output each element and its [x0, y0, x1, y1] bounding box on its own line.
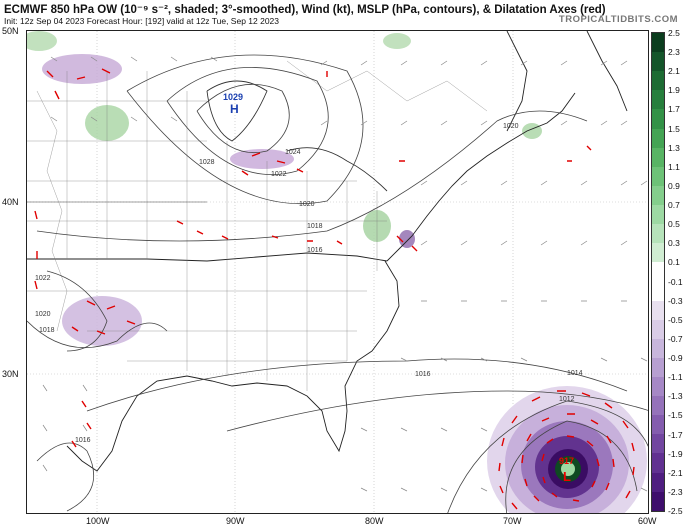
- colorbar-segment: [652, 319, 664, 339]
- map-canvas: [27, 31, 648, 513]
- isobar-label: 1024: [285, 149, 301, 156]
- colorbar-tick-label: -2.3: [668, 486, 683, 497]
- lat-label-30n: 30N: [2, 369, 19, 379]
- colorbar-tick-label: 0.3: [668, 238, 680, 249]
- colorbar-segment: [652, 147, 664, 167]
- init-valid-line: Init: 12z Sep 04 2023 Forecast Hour: [19…: [4, 16, 280, 26]
- isobar-label: 1022: [271, 171, 287, 178]
- colorbar-segment: [652, 204, 664, 225]
- colorbar-segment: [652, 338, 664, 358]
- wind-barbs: [42, 56, 648, 492]
- lon-label-80w: 80W: [365, 516, 384, 526]
- isobar-label: 1016: [307, 247, 323, 254]
- isobars: [27, 54, 648, 513]
- colorbar-tick-label: 2.1: [668, 66, 680, 77]
- colorbar-segment: [652, 491, 664, 511]
- colorbar-segment: [652, 224, 664, 244]
- colorbar-tick-label: -0.7: [668, 333, 683, 344]
- isobar-label: 1020: [299, 201, 315, 208]
- colorbar-segment: [652, 185, 664, 205]
- colorbar-tick-label: 2.5: [668, 28, 680, 38]
- colorbar-tick-label: -1.9: [668, 448, 683, 459]
- high-pressure-icon: H: [230, 102, 239, 116]
- ow-shading: [27, 31, 647, 513]
- colorbar-tick-label: 0.7: [668, 200, 680, 211]
- colorbar-tick-label: -1.5: [668, 410, 683, 421]
- colorbar-tick-label: -0.9: [668, 353, 683, 364]
- colorbar: [651, 32, 665, 512]
- colorbar-segment: [652, 109, 664, 129]
- isobar-label: 1014: [567, 370, 583, 377]
- colorbar-tick-label: 1.7: [668, 104, 680, 115]
- lat-label-50n: 50N: [2, 26, 19, 36]
- colorbar-segment: [652, 396, 664, 416]
- colorbar-tick-label: 1.9: [668, 85, 680, 96]
- colorbar-segment: [652, 128, 664, 148]
- weather-map: 1029 H 917 L 1028 1024 1022 1020 1020 10…: [26, 30, 649, 514]
- colorbar-tick-label: 0.5: [668, 219, 680, 230]
- isobar-label: 1018: [39, 327, 55, 334]
- isobar-label: 1028: [199, 159, 215, 166]
- isobar-label: 1016: [75, 437, 91, 444]
- site-credit: TROPICALTIDBITS.COM: [558, 14, 678, 25]
- colorbar-segment: [652, 472, 664, 492]
- colorbar-segment: [652, 281, 664, 301]
- isobar-label: 1012: [559, 396, 575, 403]
- colorbar-segment: [652, 376, 664, 397]
- colorbar-segment: [652, 262, 664, 282]
- map-title: ECMWF 850 hPa OW (10⁻⁹ s⁻², shaded; 3°-s…: [4, 4, 606, 16]
- isobar-label: 1016: [415, 371, 431, 378]
- colorbar-tick-label: -2.5: [668, 506, 683, 516]
- colorbar-tick-label: 1.3: [668, 142, 680, 153]
- colorbar-tick-label: 0.1: [668, 257, 680, 268]
- lon-label-90w: 90W: [226, 516, 245, 526]
- isobar-label: 1020: [35, 311, 51, 318]
- colorbar-tick-label: -1.1: [668, 372, 683, 383]
- colorbar-tick-label: -0.1: [668, 276, 683, 287]
- dilatation-axes: [34, 68, 635, 510]
- isobar-label: 1022: [35, 275, 51, 282]
- colorbar-segment: [652, 33, 664, 53]
- lon-label-100w: 100W: [86, 516, 110, 526]
- colorbar-segment: [652, 90, 664, 110]
- colorbar-tick-label: 1.1: [668, 161, 680, 172]
- county-lines: [27, 60, 488, 391]
- lon-label-70w: 70W: [503, 516, 522, 526]
- colorbar-tick-label: -2.1: [668, 467, 683, 478]
- colorbar-segment: [652, 71, 664, 91]
- colorbar-tick-label: -1.7: [668, 429, 683, 440]
- colorbar-segment: [652, 243, 664, 263]
- colorbar-segment: [652, 415, 664, 435]
- colorbar-tick-label: 1.5: [668, 123, 680, 134]
- colorbar-tick-label: -0.3: [668, 295, 683, 306]
- graticule: [27, 31, 648, 513]
- lon-label-60w: 60W: [638, 516, 657, 526]
- low-pressure-icon: L: [563, 469, 571, 484]
- isobar-label: 1020: [503, 123, 519, 130]
- colorbar-segment: [652, 453, 664, 473]
- low-pressure-value: 917: [559, 456, 575, 466]
- colorbar-segment: [652, 166, 664, 186]
- colorbar-segment: [652, 357, 664, 377]
- colorbar-tick-label: -0.5: [668, 314, 683, 325]
- lat-label-40n: 40N: [2, 197, 19, 207]
- colorbar-tick-label: 2.3: [668, 47, 680, 58]
- colorbar-segment: [652, 52, 664, 72]
- colorbar-segment: [652, 300, 664, 320]
- colorbar-segment: [652, 434, 664, 454]
- colorbar-tick-label: 0.9: [668, 180, 680, 191]
- isobar-label: 1018: [307, 223, 323, 230]
- colorbar-tick-label: -1.3: [668, 391, 683, 402]
- high-pressure-value: 1029: [223, 92, 244, 102]
